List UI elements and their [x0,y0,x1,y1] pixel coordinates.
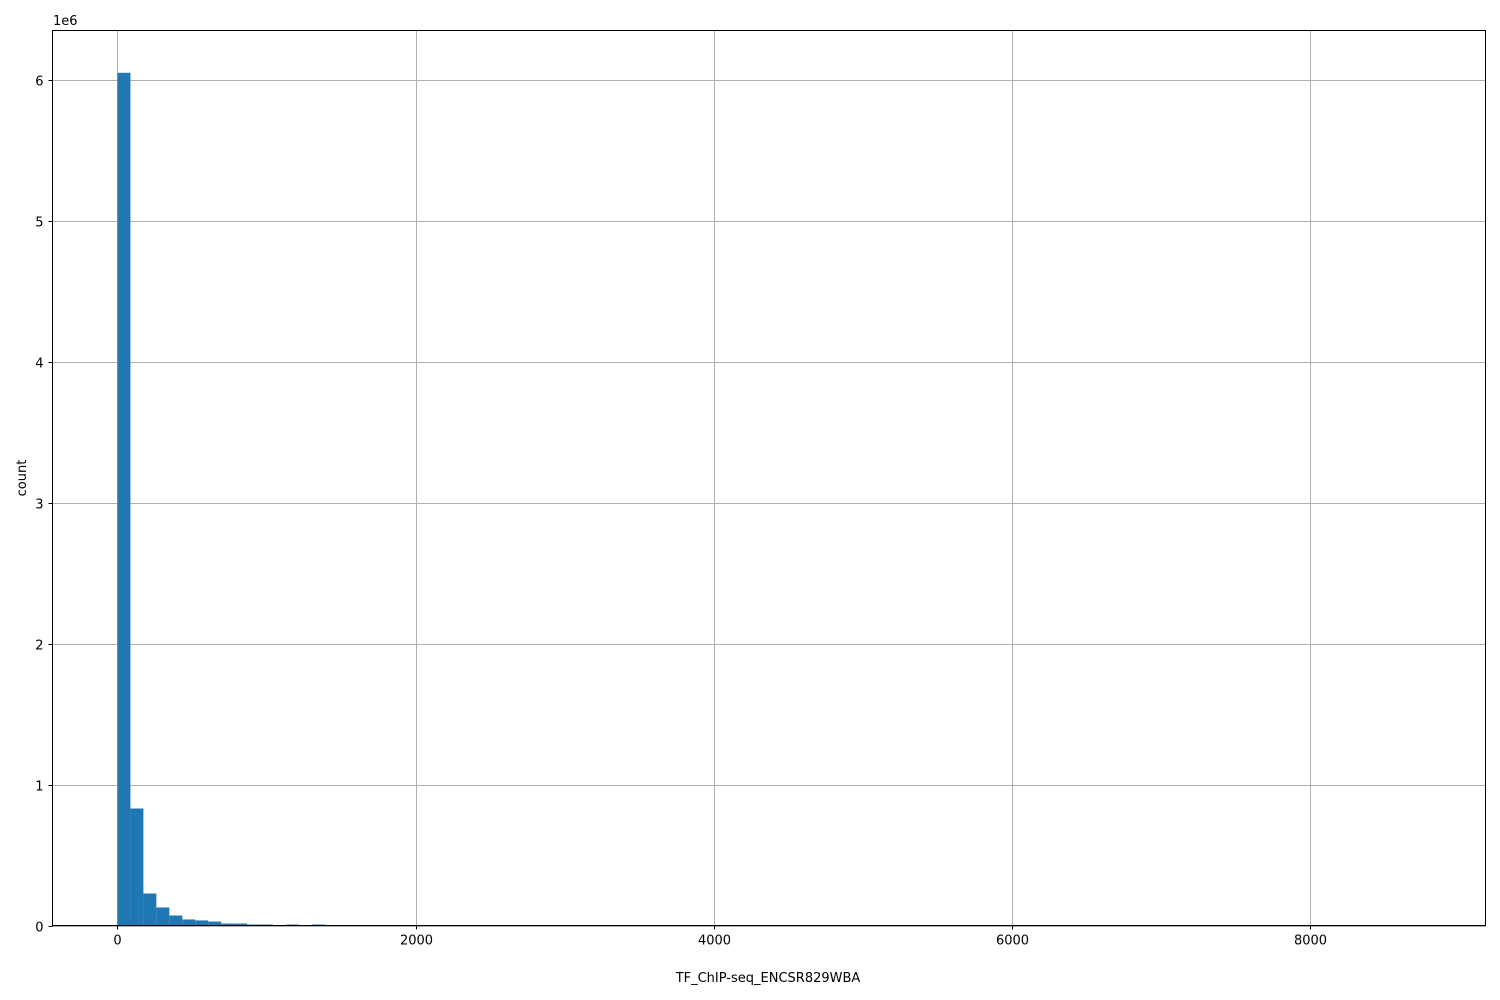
grid [52,30,1486,927]
x-tick-label: 0 [113,934,121,949]
x-tick-label: 2000 [400,934,433,949]
y-tick-label: 2 [35,639,43,654]
histogram-bar [208,921,222,925]
histogram-bar [234,923,248,925]
x-tick-label: 4000 [698,934,731,949]
histogram-bar [169,915,183,925]
y-tick-label: 1 [35,780,43,795]
histogram-bar [195,920,209,925]
y-offset-text: 1e6 [53,14,78,29]
x-axis-label: TF_ChIP-seq_ENCSR829WBA [675,971,861,986]
y-axis: 0 1 2 3 4 5 6 [35,75,53,936]
y-tick-label: 4 [35,357,43,372]
x-tick-label: 8000 [1294,934,1327,949]
y-tick-label: 3 [35,498,43,513]
y-axis-label: count [15,460,30,497]
histogram-bar [182,919,196,925]
x-axis: 0 2000 4000 6000 8000 [113,925,1327,949]
y-tick-label: 6 [35,75,43,90]
y-tick-label: 0 [35,921,43,936]
histogram-bar [117,72,131,926]
y-tick-label: 5 [35,216,43,231]
histogram-bar [156,907,170,925]
x-tick-label: 6000 [996,934,1029,949]
histogram-bar [221,923,235,925]
plot-frame [52,30,1486,926]
histogram-bar [130,808,144,925]
histogram-bar [143,893,157,925]
bars [117,72,325,926]
